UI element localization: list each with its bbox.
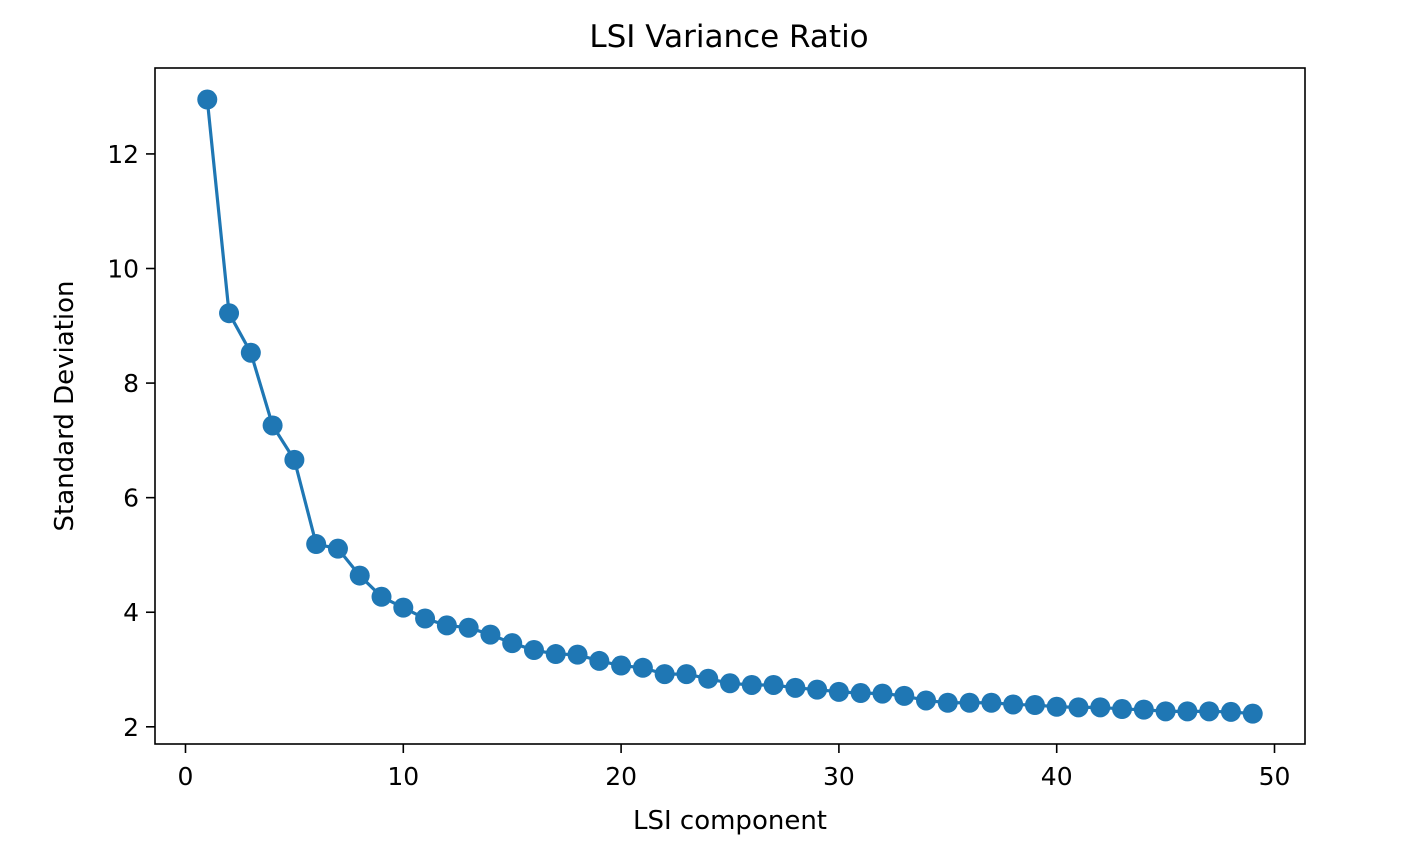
data-point (502, 633, 523, 654)
x-axis-ticks: 0 10 20 30 40 50 (178, 744, 1291, 791)
y-tick-label: 4 (123, 598, 139, 627)
data-point (981, 692, 1002, 713)
data-point (828, 681, 849, 702)
data-point (654, 664, 675, 685)
data-point (480, 624, 501, 645)
data-point (1199, 701, 1220, 722)
data-point (611, 655, 632, 676)
data-point (872, 683, 893, 704)
data-point (240, 342, 261, 363)
x-tick-label: 50 (1259, 762, 1291, 791)
chart-title: LSI Variance Ratio (589, 19, 868, 55)
data-point (567, 644, 588, 665)
data-point (959, 692, 980, 713)
data-point (523, 640, 544, 661)
data-point (916, 690, 937, 711)
data-point (1112, 699, 1133, 720)
data-point (436, 615, 457, 636)
data-point (1155, 701, 1176, 722)
data-point (1003, 694, 1024, 715)
data-point (1133, 699, 1154, 720)
y-tick-label: 2 (123, 713, 139, 742)
data-point (1242, 703, 1263, 724)
data-point (894, 685, 915, 706)
data-point (632, 657, 653, 678)
data-point (393, 597, 414, 618)
y-axis-label: Standard Deviation (50, 281, 80, 532)
data-point (1046, 696, 1067, 717)
data-point (807, 679, 828, 700)
data-point (850, 683, 871, 704)
data-point (763, 674, 784, 695)
data-point (545, 644, 566, 665)
data-point (1068, 697, 1089, 718)
data-point (1220, 701, 1241, 722)
data-point (284, 449, 305, 470)
data-point (1090, 697, 1111, 718)
data-point (458, 617, 479, 638)
data-point (676, 664, 697, 685)
data-point (197, 89, 218, 110)
x-tick-label: 20 (605, 762, 637, 791)
data-point (219, 303, 240, 324)
y-tick-label: 8 (123, 369, 139, 398)
plot-area (197, 89, 1263, 724)
data-point (415, 608, 436, 629)
x-tick-label: 30 (823, 762, 855, 791)
data-point (306, 534, 327, 555)
y-tick-label: 12 (107, 140, 139, 169)
data-point (589, 650, 610, 671)
data-point (262, 415, 283, 436)
data-point (327, 538, 348, 559)
data-point (741, 674, 762, 695)
data-point (698, 668, 719, 689)
y-axis-ticks: 2 4 6 8 10 12 (107, 140, 155, 742)
data-point (371, 586, 392, 607)
x-tick-label: 0 (178, 762, 194, 791)
data-point (1177, 701, 1198, 722)
data-point (720, 673, 740, 694)
x-tick-label: 10 (387, 762, 419, 791)
y-tick-label: 10 (107, 255, 139, 284)
data-point (785, 677, 806, 698)
data-point (349, 565, 370, 586)
data-point (937, 692, 958, 713)
x-axis-label: LSI component (633, 806, 827, 836)
data-point (1024, 695, 1045, 716)
x-tick-label: 40 (1041, 762, 1073, 791)
plot-frame (154, 67, 1306, 745)
y-tick-label: 6 (123, 484, 139, 513)
